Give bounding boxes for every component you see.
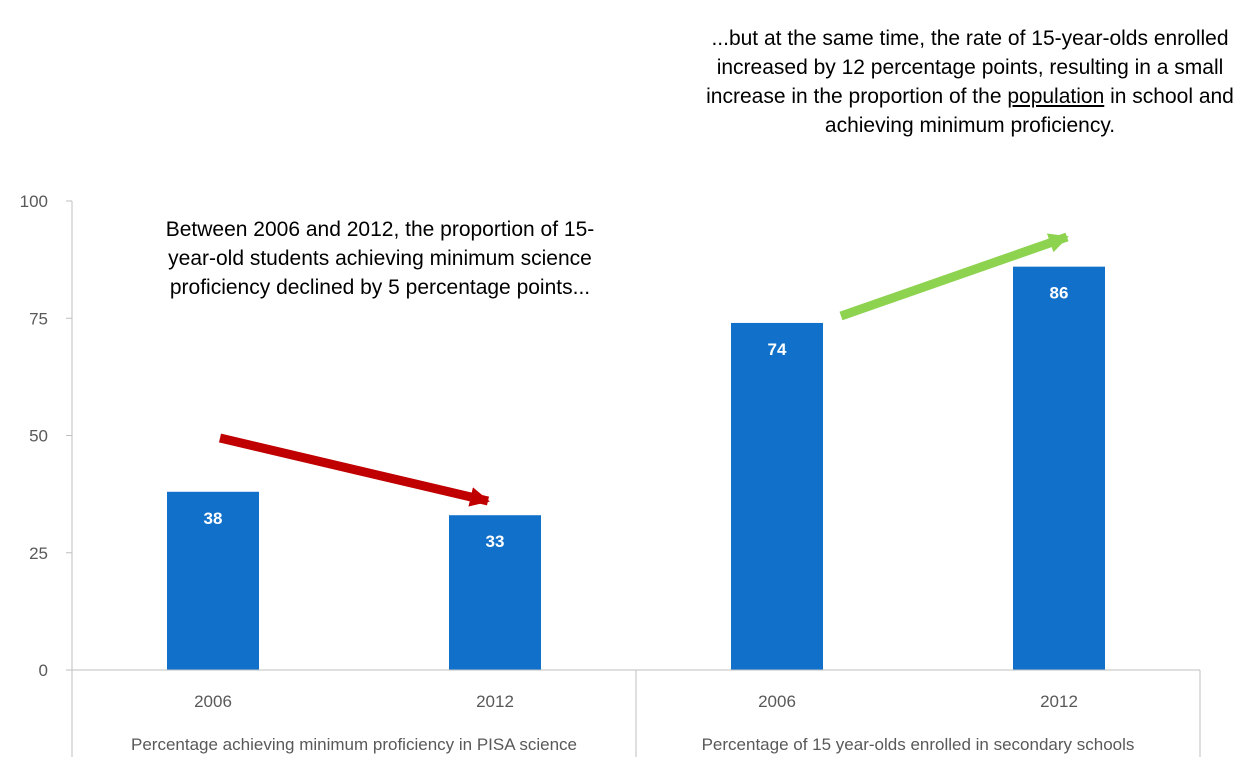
y-tick-label: 75: [29, 309, 48, 328]
annotation-increase-text-1: ...but at the same time, the rate of 15-…: [706, 27, 1229, 108]
bar-value-label: 38: [204, 509, 223, 528]
annotation-increase-text-2: in school and achieving minimum proficie…: [824, 85, 1233, 137]
bar-value-label: 86: [1050, 284, 1069, 303]
x-group-label: Percentage of 15 year-olds enrolled in s…: [702, 735, 1135, 754]
x-category-label: 2006: [194, 692, 232, 711]
y-tick-label: 0: [39, 661, 48, 680]
x-category-label: 2012: [1040, 692, 1078, 711]
bar: [731, 322, 823, 670]
annotation-increase-underlined: population: [1007, 85, 1105, 108]
x-category-label: 2006: [758, 692, 796, 711]
y-tick-label: 100: [20, 192, 48, 211]
bar-value-label: 33: [486, 532, 505, 551]
x-group-label: Percentage achieving minimum proficiency…: [131, 735, 577, 754]
bar-value-label: 74: [768, 340, 787, 359]
x-category-label: 2012: [476, 692, 514, 711]
annotation-increase: ...but at the same time, the rate of 15-…: [690, 24, 1233, 140]
bar: [449, 515, 541, 670]
annotation-decline: Between 2006 and 2012, the proportion of…: [165, 218, 595, 299]
decline-arrow: [218, 433, 490, 507]
bar: [1013, 266, 1105, 670]
y-tick-label: 25: [29, 544, 48, 563]
y-tick-label: 50: [29, 427, 48, 446]
increase-arrow: [839, 232, 1069, 321]
bar: [167, 491, 259, 670]
